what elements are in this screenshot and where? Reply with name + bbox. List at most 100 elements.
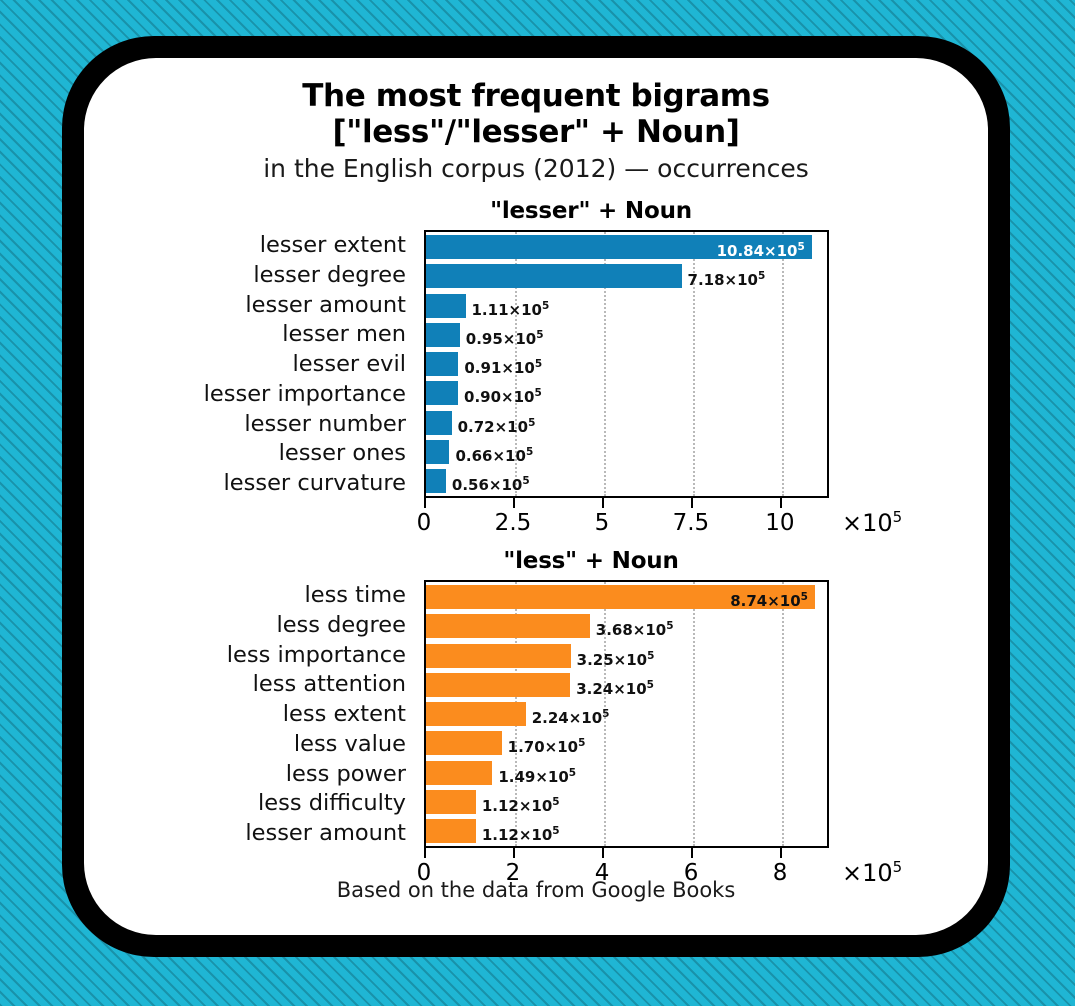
bar-value-text: 0.91×10 [464, 359, 535, 377]
bar-row: 1.70×105 [426, 731, 827, 756]
category-label: less difficulty [258, 790, 406, 817]
bar-value-exponent: 5 [541, 299, 550, 312]
chart-lesser-plot-area: 10.84×105 7.18×105 1.11×105 0.95×105 0.91×10… [424, 230, 829, 498]
category-label: lesser evil [292, 351, 406, 377]
bar-value-label: 1.70×105 [508, 731, 586, 759]
bar-value-text: 1.12×10 [481, 826, 553, 844]
bar-value-exponent: 5 [646, 678, 654, 691]
bar-row: 10.84×105 [426, 235, 827, 260]
page-subtitle: in the English corpus (2012) — occurrenc… [263, 154, 809, 183]
axis-tick [512, 498, 515, 508]
bar-value-exponent: 5 [534, 387, 542, 400]
bar-row: 0.66×105 [426, 439, 827, 465]
bar: 0.56×105 [426, 469, 530, 494]
bar-value-exponent: 5 [525, 445, 534, 458]
bar-row: 0.95×105 [426, 322, 827, 348]
chart-less-axis-multiplier-exponent: 5 [892, 858, 903, 876]
category-label: less power [285, 760, 406, 787]
bar-value-label: 1.11×105 [472, 294, 550, 322]
category-label: lesser degree [253, 261, 406, 288]
bar-row: 8.74×105 [426, 585, 827, 610]
chart-less-title: "less" + Noun [503, 548, 679, 574]
category-label: lesser men [282, 321, 406, 348]
bar-row: 3.25×105 [426, 643, 827, 669]
axis-tick-label: 10 [765, 510, 795, 536]
bar: 0.66×105 [426, 439, 533, 465]
category-label: lesser number [244, 410, 406, 437]
gridline [692, 232, 695, 496]
bar-value-label: 0.72×105 [458, 411, 536, 439]
bar: 1.12×105 [426, 789, 560, 815]
chart-lesser-axis-multiplier-exponent: 5 [892, 508, 903, 526]
bar-value-label: 1.12×105 [482, 819, 560, 847]
gridline [603, 232, 606, 496]
bar-value-label: 3.25×105 [577, 644, 655, 672]
gridline [693, 582, 696, 846]
category-label: less value [293, 730, 406, 757]
chart-less-category-labels: less time less degree less importance less … [84, 580, 414, 848]
page-title-line-1: The most frequent bigrams [302, 78, 770, 114]
bar-value-label: 1.49×105 [498, 761, 576, 789]
bar-value-label: 0.66×105 [455, 440, 533, 468]
chart-lesser-category-labels: lesser extent lesser degree lesser amount l… [84, 230, 414, 498]
bar: 3.25×105 [426, 643, 654, 669]
axis-tick [690, 498, 693, 508]
axis-tick [602, 848, 605, 858]
bar: 1.12×105 [426, 819, 560, 844]
category-label: lesser importance [203, 380, 406, 407]
category-label: lesser ones [278, 440, 406, 467]
category-label: lesser extent [259, 232, 406, 258]
category-label: lesser amount [245, 820, 406, 846]
gridline [604, 582, 607, 846]
bar-row: 2.24×105 [426, 702, 827, 727]
bar-value-text: 1.11×10 [471, 300, 542, 319]
source-note: Based on the data from Google Books [336, 878, 736, 902]
bar: 0.95×105 [426, 322, 544, 348]
gridline [782, 582, 785, 846]
chart-less: "less" + Noun less time less degree less i… [84, 548, 988, 887]
bar-value-text: 0.90×10 [464, 388, 535, 407]
axis-tick [691, 848, 694, 858]
bar-value-label: 0.91×105 [464, 352, 542, 380]
category-label: less attention [252, 671, 406, 698]
chart-less-axis-multiplier: ×105 [842, 858, 902, 887]
bar-value-text: 0.72×10 [457, 417, 529, 436]
bar-value-text: 0.66×10 [455, 446, 526, 465]
bar-value-text: 1.12×10 [481, 796, 553, 815]
bar-value-label: 8.74×105 [730, 585, 808, 613]
axis-tick-label: 8 [772, 860, 788, 886]
bar-value-exponent: 5 [800, 591, 808, 603]
chart-lesser-axis-multiplier-text: ×10 [842, 509, 893, 537]
bar-row: 3.24×105 [426, 672, 827, 698]
axis-tick-label: 0 [416, 860, 432, 886]
bar-row: 0.72×105 [426, 410, 827, 436]
axis-tick [424, 848, 426, 858]
bar-value-exponent: 5 [528, 416, 536, 429]
axis-tick [513, 848, 515, 858]
bar-value-exponent: 5 [602, 708, 610, 720]
bar-value-text: 3.25×10 [576, 650, 648, 669]
chart-less-x-axis: ×105 0 2 4 6 8 [417, 848, 902, 896]
bar-value-text: 10.84×10 [716, 242, 798, 260]
bar-value-label: 3.24×105 [576, 673, 654, 701]
bar: 1.11×105 [426, 293, 549, 319]
bar: 1.70×105 [426, 731, 585, 756]
bar: 8.74×105 [426, 585, 815, 610]
bar-value-exponent: 5 [797, 241, 805, 253]
bar: 7.18×105 [426, 264, 765, 289]
chart-lesser-gridlines [426, 232, 827, 496]
bar: 1.49×105 [426, 760, 576, 786]
bar-value-text: 2.24×10 [531, 709, 603, 727]
bar-value-exponent: 5 [552, 825, 560, 837]
bar: 2.24×105 [426, 702, 609, 727]
chart-less-axis-multiplier-text: ×10 [842, 859, 893, 887]
axis-tick [779, 498, 782, 508]
bar-value-label: 1.12×105 [482, 790, 560, 818]
bar-row: 1.12×105 [426, 819, 827, 844]
axis-tick [601, 498, 604, 508]
page-title-line-2: ["less"/"lesser" + Noun] [332, 114, 740, 150]
bar-row: 1.11×105 [426, 293, 827, 319]
bar-value-exponent: 5 [536, 328, 544, 341]
title-block: The most frequent bigrams ["less"/"lesse… [84, 78, 988, 184]
bar: 10.84×105 [426, 235, 812, 260]
